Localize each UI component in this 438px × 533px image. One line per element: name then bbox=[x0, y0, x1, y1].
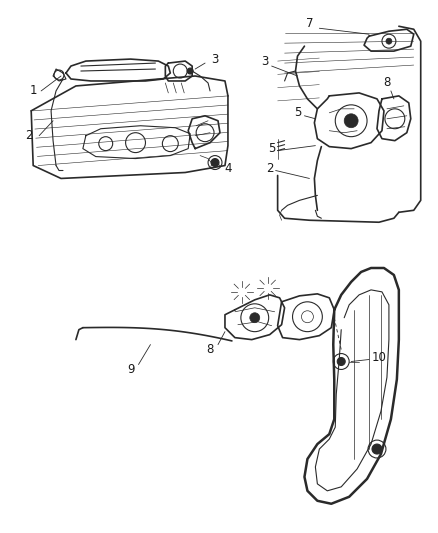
Text: 5: 5 bbox=[294, 106, 301, 119]
Text: 8: 8 bbox=[206, 343, 214, 356]
Circle shape bbox=[187, 68, 193, 74]
Circle shape bbox=[372, 444, 382, 454]
Circle shape bbox=[344, 114, 358, 128]
Text: 10: 10 bbox=[371, 351, 386, 364]
Text: 4: 4 bbox=[224, 162, 232, 175]
Text: 2: 2 bbox=[25, 129, 33, 142]
Text: 1: 1 bbox=[29, 84, 37, 98]
Text: 9: 9 bbox=[127, 363, 134, 376]
Text: 7: 7 bbox=[306, 17, 313, 30]
Text: 2: 2 bbox=[266, 162, 273, 175]
Circle shape bbox=[211, 158, 219, 166]
Text: 5: 5 bbox=[268, 142, 276, 155]
Text: 3: 3 bbox=[261, 54, 268, 68]
Circle shape bbox=[250, 313, 260, 322]
Text: 8: 8 bbox=[383, 76, 391, 90]
Circle shape bbox=[386, 38, 392, 44]
Circle shape bbox=[337, 358, 345, 366]
Text: 3: 3 bbox=[212, 53, 219, 66]
